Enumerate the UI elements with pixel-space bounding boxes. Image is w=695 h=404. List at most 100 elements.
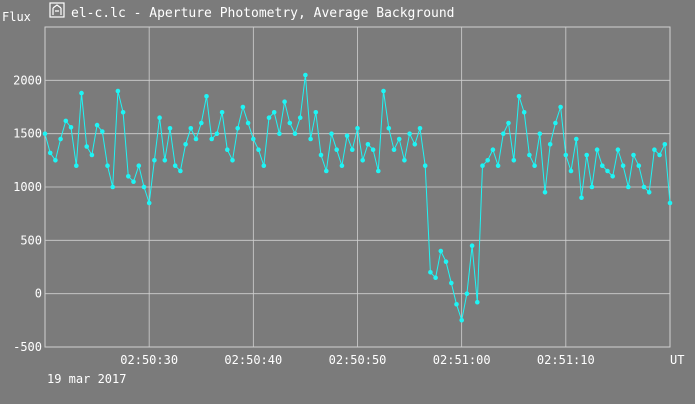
data-point — [245, 120, 251, 126]
window-title: el-c.lc - Aperture Photometry, Average B… — [71, 6, 455, 21]
data-point — [105, 163, 110, 168]
data-point — [428, 270, 433, 275]
data-point — [318, 152, 324, 158]
data-point — [646, 190, 652, 195]
data-point — [636, 163, 642, 168]
y-tick-label: 0 — [35, 287, 42, 301]
x-tick-label: 02:50:50 — [329, 353, 387, 367]
data-point — [162, 158, 168, 163]
data-point — [626, 184, 631, 190]
x-tick-label: 02:50:30 — [120, 353, 178, 367]
flux-series — [42, 72, 673, 323]
data-point — [391, 147, 397, 152]
data-point — [438, 248, 444, 254]
data-point — [558, 104, 563, 110]
y-tick-label: 1000 — [13, 180, 42, 194]
data-point — [172, 163, 178, 168]
data-point — [178, 168, 183, 174]
data-point — [219, 110, 225, 115]
data-point — [485, 158, 491, 163]
data-point — [344, 133, 350, 139]
data-point — [641, 184, 647, 190]
data-point — [115, 88, 121, 94]
data-point — [94, 122, 100, 128]
y-tick-label: 1500 — [13, 127, 42, 141]
data-point — [631, 152, 636, 158]
data-point — [652, 147, 657, 152]
data-point — [579, 195, 584, 200]
data-point — [553, 120, 558, 126]
date-label: 19 mar 2017 — [47, 372, 126, 386]
data-point — [376, 168, 381, 174]
data-point — [79, 90, 84, 96]
data-point — [334, 147, 340, 152]
data-point — [381, 88, 386, 94]
data-point — [584, 152, 589, 158]
data-point — [516, 94, 522, 99]
data-point — [600, 163, 605, 168]
data-point — [542, 190, 548, 195]
data-point — [209, 136, 214, 142]
data-point — [396, 136, 402, 142]
data-point — [360, 158, 366, 163]
data-point — [287, 120, 293, 126]
data-point — [615, 147, 621, 152]
data-point — [146, 200, 152, 206]
data-point — [193, 136, 199, 142]
data-point — [47, 150, 53, 156]
x-tick-label: 02:50:40 — [224, 353, 282, 367]
data-point — [527, 152, 532, 158]
data-point — [89, 152, 95, 158]
data-point — [297, 115, 303, 120]
data-point — [214, 131, 220, 136]
data-point — [407, 131, 412, 136]
data-point — [464, 291, 470, 297]
data-point — [63, 118, 69, 124]
data-point — [501, 131, 506, 136]
data-point — [412, 142, 418, 147]
data-point — [495, 163, 501, 168]
data-point — [58, 136, 63, 142]
y-tick-label: 2000 — [13, 73, 42, 87]
data-point — [251, 136, 256, 142]
data-point — [350, 147, 355, 152]
data-point — [204, 94, 209, 99]
data-point — [386, 126, 392, 131]
data-point — [74, 163, 79, 168]
data-point — [152, 158, 157, 163]
data-point — [480, 163, 485, 168]
telescope-icon — [49, 2, 65, 18]
data-point — [574, 136, 579, 142]
data-point — [490, 147, 496, 152]
data-point — [610, 174, 615, 179]
data-point — [475, 299, 480, 305]
data-point — [141, 184, 147, 190]
data-point — [199, 120, 204, 126]
data-point — [84, 144, 89, 149]
data-point — [459, 318, 465, 323]
y-tick-labels: -500 0 500 1000 1500 2000 — [13, 73, 42, 354]
data-point — [256, 147, 261, 152]
data-point — [355, 126, 360, 131]
data-point — [443, 259, 449, 265]
data-point — [183, 142, 188, 147]
data-point — [313, 110, 319, 115]
data-point — [563, 152, 569, 158]
y-axis-label: Flux — [2, 10, 31, 24]
data-point — [620, 163, 626, 168]
data-point — [282, 99, 287, 104]
data-point — [68, 125, 74, 130]
x-tick-label: 02:51:10 — [537, 353, 595, 367]
data-point — [417, 126, 423, 131]
data-point — [230, 158, 235, 163]
data-point — [42, 131, 48, 136]
data-point — [422, 163, 428, 168]
data-point — [339, 163, 345, 168]
data-point — [532, 163, 537, 168]
data-point — [469, 243, 475, 248]
data-point — [521, 110, 527, 115]
data-point — [605, 168, 610, 174]
data-point — [261, 163, 267, 168]
x-tick-label: 02:51:00 — [433, 353, 491, 367]
